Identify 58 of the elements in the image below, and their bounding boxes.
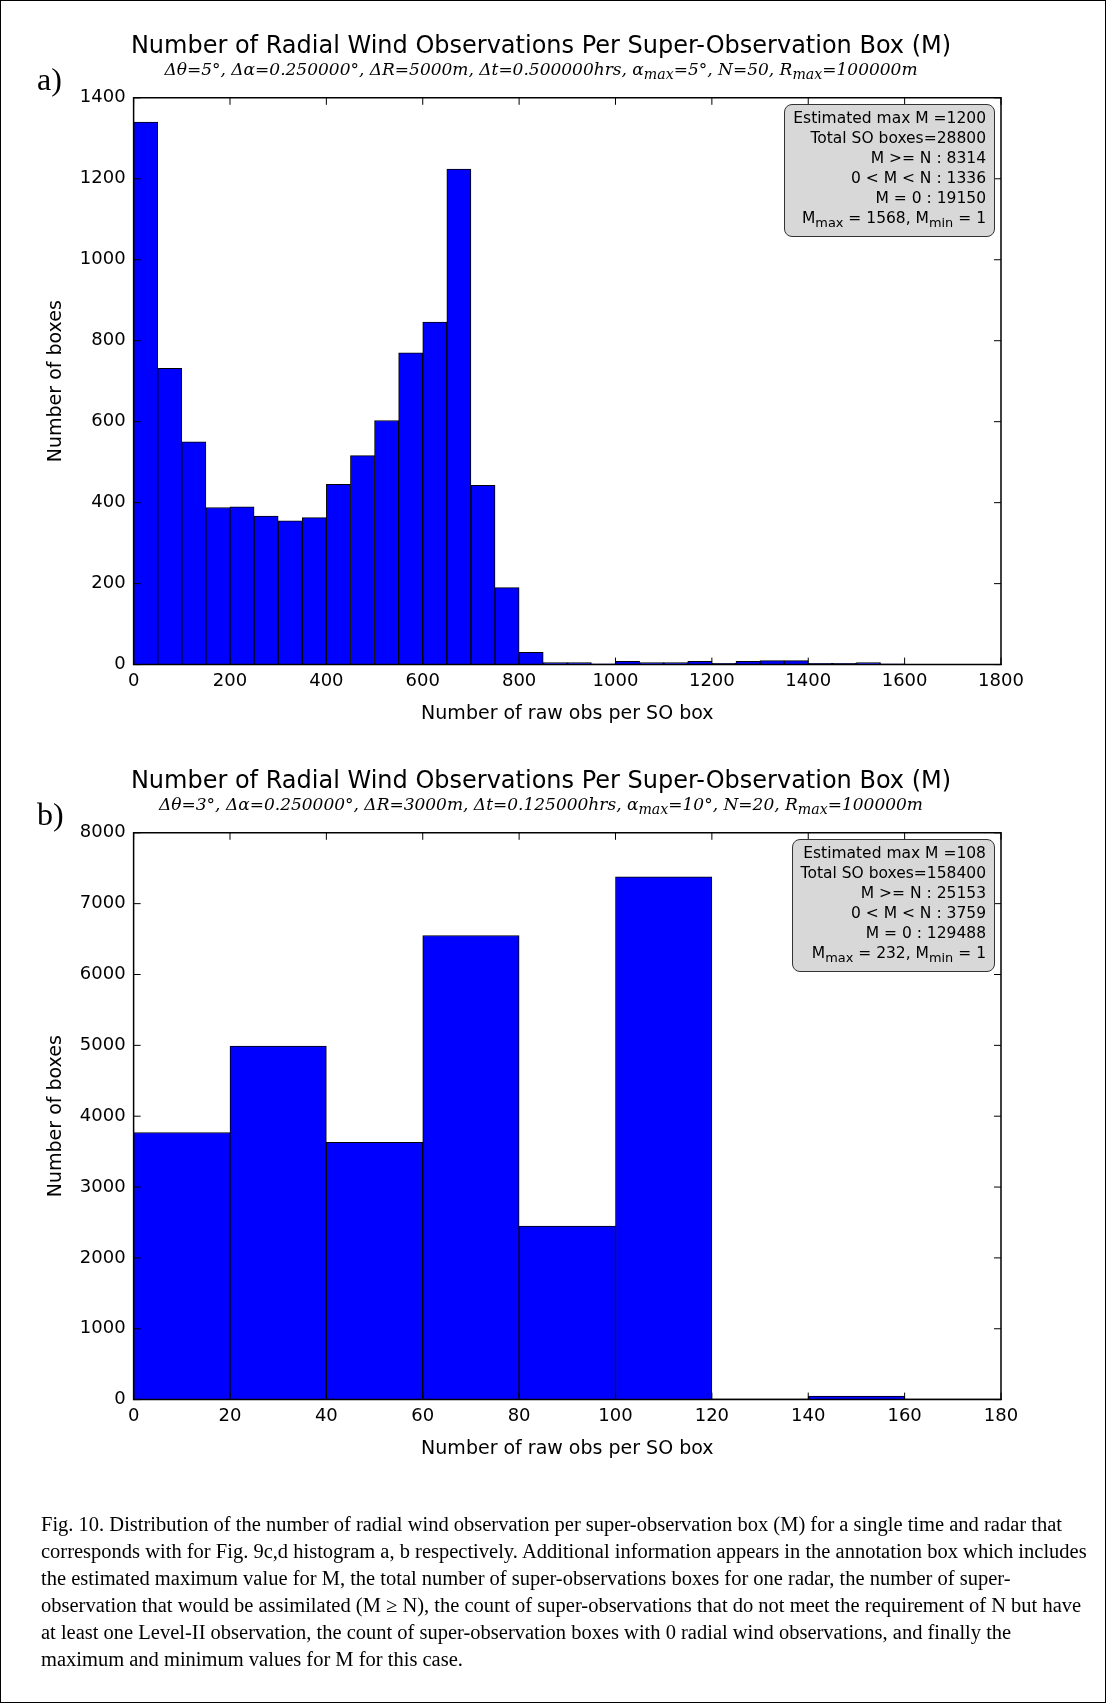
x-tick-label: 1800 bbox=[978, 669, 1024, 691]
x-tick-label: 40 bbox=[314, 1404, 338, 1426]
chart-subtitle: Δθ=3°, Δα=0.250000°, ΔR=3000m, Δt=0.125000hrs, α$_{max}$=10°, N=20, R$_{max}$=100000m bbox=[159, 794, 923, 818]
annotation: Total SO boxes=158400 bbox=[800, 862, 986, 883]
x-axis-title: Number of raw obs per SO box bbox=[421, 1435, 714, 1458]
y-tick-label: 6000 bbox=[79, 962, 126, 984]
x-tick-label: 1200 bbox=[688, 669, 735, 691]
x-tick-label: 180 bbox=[983, 1404, 1019, 1426]
y-axis-title: Number of boxes bbox=[43, 300, 66, 463]
x-tick-label: 100 bbox=[598, 1404, 633, 1426]
x-tick-label: 140 bbox=[791, 1404, 826, 1426]
y-tick-label: 2000 bbox=[79, 1245, 126, 1267]
annotation: M$_{max}$ = 1568, M$_{min}$ = 1 bbox=[800, 207, 986, 232]
x-tick-label: 800 bbox=[501, 669, 537, 691]
x-tick-label: 600 bbox=[405, 669, 440, 691]
y-tick-label: 400 bbox=[91, 490, 126, 512]
y-axis-title: Number of boxes bbox=[43, 1035, 66, 1198]
y-tick-label: 5000 bbox=[79, 1033, 126, 1055]
x-tick-label: 120 bbox=[694, 1404, 730, 1426]
x-tick-label: 1400 bbox=[785, 669, 832, 691]
y-tick-label: 1000 bbox=[79, 1316, 126, 1338]
chart-title: Number of Radial Wind Observations Per Super-Observation Box (M) bbox=[129, 766, 953, 794]
annotation: M >= N : 8314 bbox=[869, 147, 986, 168]
annotation: M$_{max}$ = 232, M$_{min}$ = 1 bbox=[810, 942, 986, 967]
y-tick-label: 3000 bbox=[79, 1174, 126, 1196]
chart-subtitle: Δθ=5°, Δα=0.250000°, ΔR=5000m, Δt=0.500000hrs, α$_{max}$=5°, N=50, R$_{max}$=100000m bbox=[163, 59, 919, 83]
y-tick-label: 1200 bbox=[79, 166, 126, 188]
annotation: Estimated max M =108 bbox=[802, 842, 986, 863]
x-tick-label: 80 bbox=[507, 1404, 531, 1426]
x-tick-label: 200 bbox=[212, 669, 248, 691]
y-tick-label: 7000 bbox=[79, 891, 126, 913]
y-tick-label: 8000 bbox=[79, 820, 126, 842]
y-tick-label: 800 bbox=[91, 328, 126, 350]
text: b) bbox=[37, 796, 64, 833]
x-tick-label: 60 bbox=[411, 1404, 435, 1426]
chart-title: Number of Radial Wind Observations Per Super-Observation Box (M) bbox=[129, 31, 953, 59]
y-tick-label: 1400 bbox=[79, 85, 126, 107]
y-tick-label: 0 bbox=[114, 1387, 126, 1409]
y-tick-label: 200 bbox=[91, 571, 126, 593]
caption: Fig. 10. Distribution of the number of radial wind observation per super-observation box (M) for a single time and radar that corresponds with for Fig. 9c,d histogram a, b respectively. Additional information appears in the annotation box which includes the estimated maximum value for M, the total number of super-observations boxes for one radar, the number of super-observation that would be assimilated (M ≥ N), the count of super-observations that do not meet the requirement of N but have at least one Level-II observation, the count of super-observation boxes with 0 radial wind observations, and finally the maximum and minimum values for M for this case. bbox=[41, 1512, 1088, 1672]
annotation: 0 < M < N : 3759 bbox=[849, 902, 986, 923]
x-tick-label: 1600 bbox=[881, 669, 928, 691]
x-tick-label: 20 bbox=[218, 1404, 242, 1426]
y-tick-label: 1000 bbox=[79, 247, 126, 269]
annotation: M = 0 : 129488 bbox=[864, 922, 986, 943]
x-tick-label: 160 bbox=[887, 1404, 922, 1426]
x-axis-title: Number of raw obs per SO box bbox=[421, 700, 714, 723]
annotation: 0 < M < N : 1336 bbox=[849, 167, 986, 188]
y-tick-label: 600 bbox=[91, 409, 126, 431]
annotation: Estimated max M =1200 bbox=[793, 107, 986, 128]
y-tick-label: 0 bbox=[114, 652, 126, 674]
text: a) bbox=[37, 61, 62, 98]
y-tick-label: 4000 bbox=[79, 1103, 126, 1125]
x-tick-label: 400 bbox=[309, 669, 344, 691]
annotation: Total SO boxes=28800 bbox=[809, 127, 986, 148]
annotation: M = 0 : 19150 bbox=[874, 187, 986, 208]
annotation: M >= N : 25153 bbox=[859, 882, 986, 903]
x-tick-label: 1000 bbox=[592, 669, 639, 691]
